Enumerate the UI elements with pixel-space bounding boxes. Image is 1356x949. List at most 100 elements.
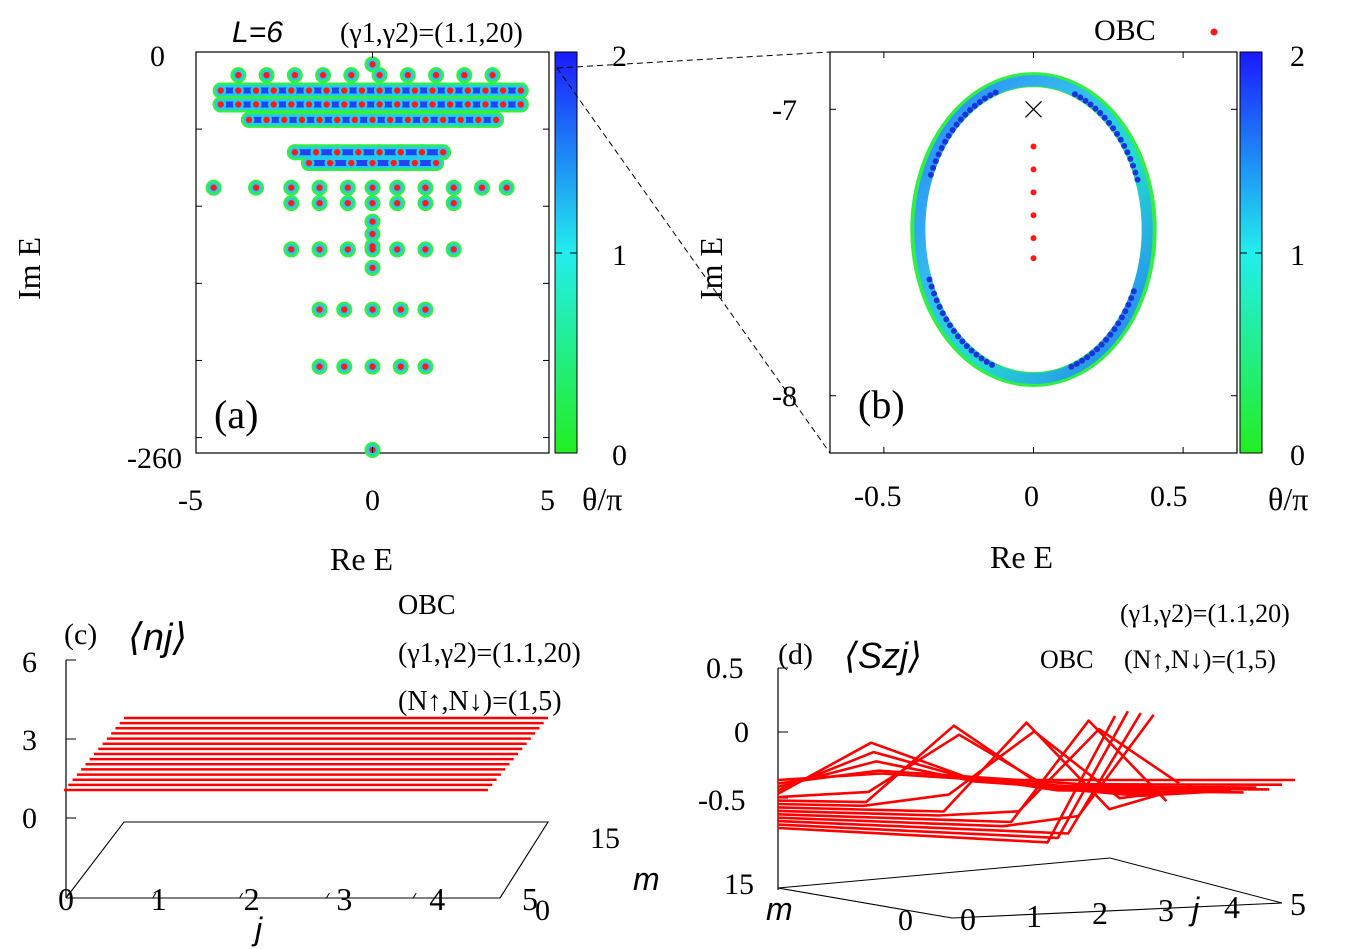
panel-a-point (344, 184, 351, 191)
panel-b-loop-dot (926, 276, 933, 283)
panel-b-loop-dot (1122, 308, 1129, 315)
panel-d-mlabel: m (766, 891, 793, 927)
panel-a-point (319, 71, 327, 79)
panel-b-obc-point (1030, 166, 1037, 173)
panel-a-point (355, 149, 362, 156)
panel-a: (a) L=6 (γ1,γ2)=(1.1,20) 0 -260 -5 0 5 R… (11, 16, 627, 577)
panel-a-point (210, 184, 217, 191)
panel-a-point (386, 116, 394, 124)
panel-b-pbc-loop (830, 52, 1237, 453)
panel-a-point (422, 246, 429, 253)
panel-c-label: (c) (64, 618, 97, 651)
panel-a-point (429, 87, 436, 94)
panel-b-loop-dot (954, 333, 961, 340)
panel-b-loop-dot (950, 327, 957, 334)
panel-a-point (263, 116, 270, 124)
panel-a-point (305, 87, 313, 94)
panel-a-point (422, 116, 429, 124)
panel-a-point (446, 101, 454, 108)
panel-a-point (316, 116, 323, 124)
panel-a-point (482, 87, 489, 94)
panel-a-point (288, 199, 295, 207)
panel-a-point (397, 306, 404, 313)
panel-a-point (291, 71, 299, 79)
panel-b-loop-dot (1111, 326, 1118, 333)
panel-d-series-line (777, 760, 1270, 791)
panel-d-jtick: 5 (1290, 886, 1306, 922)
panel-d-mtick-1: 0 (898, 904, 913, 937)
panel-a-point (517, 101, 524, 108)
panel-b-ylabel: Im E (693, 237, 729, 300)
panel-a-point (499, 101, 507, 108)
panel-a-point (369, 218, 376, 225)
panel-a-point (305, 159, 313, 167)
panel-c-mtick-1: 0 (535, 894, 550, 927)
panel-a-point (439, 149, 447, 156)
panel-c-ztick-0: 6 (22, 646, 37, 679)
panel-a-point (245, 116, 253, 124)
panel-b-loop-dot (949, 127, 956, 134)
panel-b-loop-dot (1130, 288, 1137, 295)
panel-a-point (358, 101, 366, 108)
panel-b-loop-dot (930, 164, 937, 171)
panel-a-point (235, 87, 242, 94)
panel-b-loop-dot (968, 347, 975, 354)
panel-a-point (376, 149, 383, 156)
panel-b-loop-dot (1071, 91, 1078, 98)
panel-b-xtick-0: -0.5 (854, 480, 902, 513)
panel-a-point (376, 87, 383, 94)
panel-d-quantity: ⟨Szj⟩ (844, 635, 922, 676)
panel-b-loop-dot (928, 283, 935, 290)
panel-a-ticks (195, 51, 550, 453)
panel-d-base-back (777, 857, 1111, 889)
panel-b-loop-dot (1115, 320, 1122, 327)
panel-c-jtick: 4 (429, 881, 445, 917)
zoom-line-top (556, 51, 831, 69)
panel-a-point (464, 101, 472, 108)
panel-a-title-gamma: (γ1,γ2)=(1.1,20) (340, 18, 523, 49)
panel-a-cb-tick-2: 2 (612, 40, 627, 73)
panel-d-base-back (1109, 857, 1283, 904)
panel-d-series-line (777, 714, 1155, 828)
panel-b-loop-dot (971, 102, 978, 109)
panel-a-point (263, 71, 270, 79)
panel-d-series-line (777, 733, 1231, 799)
panel-a-point (475, 116, 482, 124)
panel-c-gamma: (γ1,γ2)=(1.1,20) (398, 638, 581, 669)
panel-b-loop-dot (1084, 354, 1091, 361)
panel-b-loop-dot (1125, 301, 1132, 308)
panel-b-loop-dot (989, 361, 996, 368)
panel-b-loop-dot (1132, 169, 1139, 176)
panel-b-loop-dot (1068, 363, 1075, 370)
panel-b-loop (914, 75, 1153, 385)
panel-d-jtick: 1 (1026, 898, 1042, 934)
panel-b-cb-tick-1: 1 (1290, 239, 1305, 272)
panel-a-point (450, 184, 457, 191)
panel-d-bc: OBC (1040, 645, 1093, 674)
panel-a-point (478, 184, 486, 191)
panel-b-obc-points (1025, 100, 1042, 262)
panel-c-j-tickmark (499, 892, 504, 899)
panel-d-series-line (777, 772, 1295, 782)
panel-c-jtick: 3 (336, 881, 352, 917)
panel-a-point (326, 159, 334, 167)
panel-b-loop-dot (1094, 346, 1101, 353)
panel-a-point (457, 116, 464, 124)
panel-d-label: (d) (778, 638, 813, 671)
panel-a-point (394, 246, 401, 253)
panel-a-point (394, 184, 401, 191)
panel-c-ztick-1: 3 (22, 724, 37, 757)
panel-a-point (450, 199, 457, 207)
panel-a-point (492, 116, 500, 124)
panel-a-point (369, 116, 376, 124)
panel-a-point (369, 264, 376, 272)
panel-c-quantity: ⟨nj⟩ (128, 617, 187, 659)
panel-a-point (369, 159, 376, 167)
panel-a-points (205, 56, 529, 458)
panel-a-point (316, 306, 323, 313)
panel-b-loop-dot (1087, 101, 1094, 108)
panel-b-loop-dot (978, 355, 985, 362)
panel-a-point (376, 71, 383, 79)
panel-a-xlabel: Re E (330, 541, 393, 577)
panel-b-loop-dot (945, 132, 952, 139)
